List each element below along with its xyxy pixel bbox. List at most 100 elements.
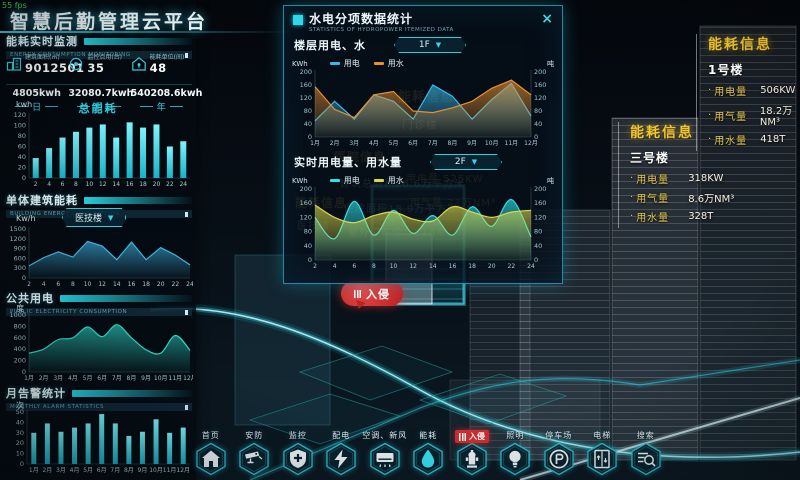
- svg-text:1月: 1月: [29, 467, 39, 474]
- nav-item-elevator[interactable]: 电梯: [581, 430, 625, 476]
- nav-item-light-bulb[interactable]: 照明: [494, 430, 538, 476]
- svg-text:40: 40: [534, 242, 542, 250]
- svg-text:0: 0: [534, 133, 538, 141]
- svg-text:5月: 5月: [83, 375, 93, 382]
- parking-icon: [544, 442, 574, 476]
- svg-text:80: 80: [534, 228, 542, 236]
- info-row: · 用气量 18.2万NM³: [708, 106, 793, 128]
- svg-text:3月: 3月: [56, 467, 66, 474]
- section-subtitle: ENERGY CONSUMPTION MONITORING: [6, 51, 192, 59]
- cctv-camera-icon: [239, 442, 269, 476]
- svg-text:9月: 9月: [467, 140, 477, 147]
- svg-text:20: 20: [16, 439, 24, 447]
- intrusion-alarm-bubble[interactable]: 入侵: [341, 281, 403, 306]
- nav-intrusion-badge[interactable]: 入侵: [455, 430, 489, 443]
- building-name: 三号楼: [630, 151, 670, 165]
- nav-item-search-list[interactable]: 搜索: [624, 430, 668, 476]
- svg-text:160: 160: [534, 81, 546, 89]
- nav-item-shield[interactable]: 监控: [276, 430, 320, 476]
- svg-text:4月: 4月: [70, 467, 80, 474]
- lightning-icon: [326, 442, 356, 476]
- svg-text:2月: 2月: [39, 375, 49, 382]
- modal-title: 水电分项数据统计: [309, 12, 414, 26]
- svg-text:1000: 1000: [9, 311, 26, 319]
- svg-text:12月: 12月: [176, 467, 190, 474]
- intrusion-icon: [354, 289, 361, 298]
- nav-item-label: 搜索: [636, 431, 655, 440]
- svg-text:0: 0: [308, 256, 312, 264]
- svg-text:10: 10: [390, 263, 398, 270]
- nav-item-label: 配电: [332, 431, 351, 440]
- axis-unit-right: 吨: [547, 59, 554, 68]
- close-icon[interactable]: ×: [541, 11, 553, 27]
- svg-text:0: 0: [22, 368, 26, 376]
- legend-chip: [329, 62, 340, 65]
- svg-text:16: 16: [126, 181, 134, 188]
- svg-text:0: 0: [20, 460, 24, 468]
- svg-text:200: 200: [14, 357, 26, 365]
- fps-counter: 55 fps: [2, 1, 27, 10]
- info-row: · 用电量 318KW: [630, 173, 724, 186]
- svg-text:2: 2: [34, 181, 38, 188]
- building-select-dropdown[interactable]: 医技楼 ▼: [62, 208, 127, 227]
- floor-usage-chart: 0 0 40 40 80 80 120 120 160 160 200 200 1月 2月 3月 4月 5月 6月…: [289, 68, 557, 152]
- energy-info-panel-building1: 能耗信息 1号楼 · 用电量 506KW · 用气量 18.2万NM³ · 用水量 418T: [696, 34, 800, 151]
- svg-text:600: 600: [14, 334, 26, 342]
- svg-text:40: 40: [304, 242, 312, 250]
- floor-usage-label: 楼层用电、水: [294, 39, 366, 52]
- chart-unit-label: kwh: [16, 100, 33, 109]
- panel-title: 能耗信息: [630, 125, 694, 141]
- fire-hydrant-icon: [457, 442, 487, 476]
- svg-text:200: 200: [534, 68, 546, 76]
- svg-text:2月: 2月: [42, 467, 52, 474]
- realtime-usage-chart: 0 0 40 40 80 80 120 120 160 160 200 200 2 4 6 8 10 12 14 16…: [289, 185, 557, 275]
- stat-monitor-points: 监控点用(台) 35: [68, 52, 129, 75]
- intrusion-label: 入侵: [366, 287, 390, 301]
- section-title: 能耗实时监测: [6, 35, 78, 48]
- svg-text:160: 160: [300, 81, 312, 89]
- nav-item-label: 首页: [201, 431, 220, 440]
- nav-item-cctv-camera[interactable]: 安防: [233, 430, 277, 476]
- left-panel: 能耗实时监测 ENERGY CONSUMPTION MONITORING 建筑面…: [0, 0, 202, 480]
- chart-unit-label: 度: [16, 304, 24, 313]
- nav-item-home[interactable]: 首页: [189, 430, 233, 476]
- svg-text:18: 18: [468, 263, 476, 270]
- svg-text:18: 18: [142, 281, 150, 288]
- svg-text:4: 4: [42, 281, 46, 288]
- nav-item-air-conditioner[interactable]: 空调、新风: [362, 430, 407, 476]
- svg-text:300: 300: [14, 264, 26, 272]
- modal-title-icon: [293, 15, 303, 25]
- energy-totals-row: 4805kwh 日 32080.7kwh 月 540208.6kwh 年: [6, 84, 202, 113]
- svg-text:200: 200: [300, 185, 312, 193]
- modal-header: 水电分项数据统计 STATISTICS OF HYDROPOWER ITEMIZ…: [293, 11, 553, 33]
- svg-text:5月: 5月: [83, 467, 93, 474]
- info-row: · 用气量 8.6万NM³: [630, 192, 735, 205]
- nav-item-water-drop[interactable]: 能耗: [407, 430, 451, 476]
- svg-text:12: 12: [99, 181, 107, 188]
- building-name: 1号楼: [708, 63, 744, 77]
- svg-text:80: 80: [304, 228, 312, 236]
- realtime-floor-dropdown[interactable]: 2F ▼: [430, 154, 502, 170]
- svg-text:6: 6: [352, 263, 356, 270]
- svg-text:10月: 10月: [154, 375, 168, 382]
- svg-text:0: 0: [22, 174, 26, 182]
- nav-item-lightning[interactable]: 配电: [320, 430, 364, 476]
- svg-text:6月: 6月: [97, 375, 107, 382]
- svg-text:0: 0: [534, 256, 538, 264]
- info-row: · 用水量 418T: [708, 134, 786, 147]
- stats-row: 建筑面积(㎡) 9012501 监控点用(台) 35 能耗单位(间) 48: [6, 52, 192, 75]
- svg-text:40: 40: [534, 120, 542, 128]
- search-list-icon: [631, 442, 661, 476]
- svg-text:80: 80: [534, 107, 542, 115]
- svg-text:8: 8: [372, 263, 376, 270]
- svg-text:9月: 9月: [138, 467, 148, 474]
- water-drop-icon: [413, 442, 443, 476]
- svg-text:2: 2: [27, 281, 31, 288]
- svg-text:8: 8: [71, 281, 75, 288]
- nav-item-parking[interactable]: 停车场: [537, 430, 581, 476]
- svg-text:6: 6: [61, 181, 65, 188]
- chevron-down-icon: ▼: [108, 213, 114, 222]
- stat-energy-units: 能耗单位(间) 48: [131, 52, 192, 75]
- floor-select-dropdown[interactable]: 1F ▼: [394, 37, 466, 53]
- svg-text:120: 120: [534, 94, 546, 102]
